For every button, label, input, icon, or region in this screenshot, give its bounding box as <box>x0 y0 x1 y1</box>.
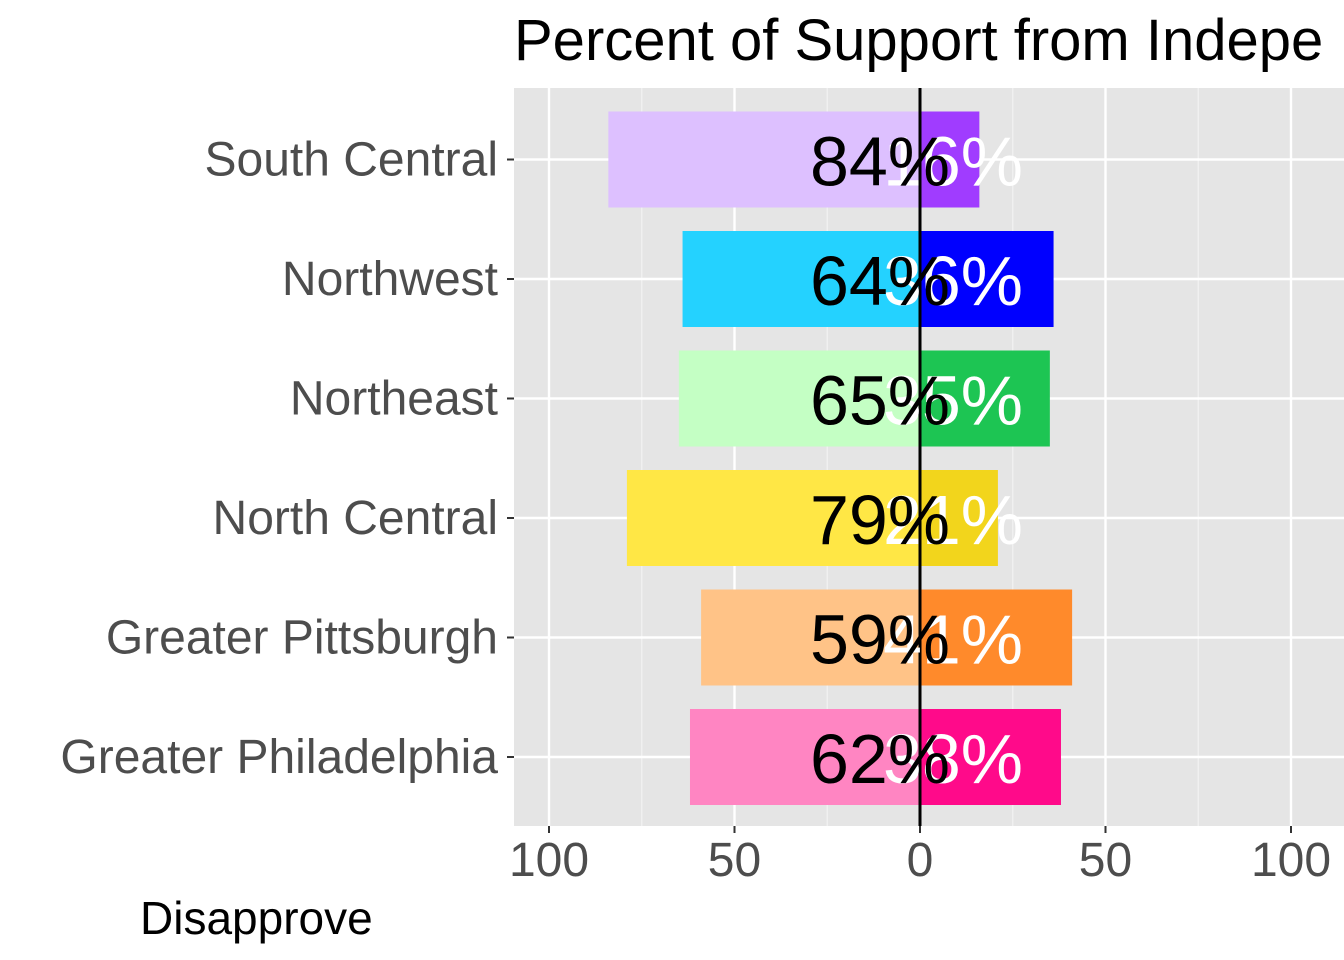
data-label-disapprove: 79% <box>810 481 950 559</box>
data-label-approve: 21% <box>883 481 1023 559</box>
panel-background <box>514 88 1344 826</box>
bar-disapprove <box>701 589 920 686</box>
data-label-disapprove: 59% <box>810 601 950 679</box>
y-tick-label: North Central <box>213 492 498 545</box>
data-label-approve: 41% <box>883 601 1023 679</box>
bar-approve <box>920 470 998 566</box>
bar-approve <box>920 231 1054 327</box>
bar-approve <box>920 350 1050 447</box>
bar-disapprove <box>678 350 920 447</box>
x-tick-label: 100 <box>509 834 589 887</box>
x-tick-label: 0 <box>907 834 934 887</box>
x-tick-label: 50 <box>708 834 761 887</box>
data-labels-left: 62% 59% 79% 65% 64% 84% <box>810 123 950 799</box>
y-tick-label: Greater Pittsburgh <box>106 612 498 665</box>
x-axis: 100 50 0 50 100 <box>509 826 1331 887</box>
bar-approve <box>920 709 1061 805</box>
chart-title: Percent of Support from Indepe <box>514 8 1323 73</box>
bar-disapprove <box>626 470 920 566</box>
bar-disapprove <box>689 709 920 805</box>
bars-right-series <box>920 111 1073 805</box>
data-label-approve: 35% <box>883 362 1023 440</box>
data-label-disapprove: 62% <box>810 720 950 798</box>
grid-minor <box>641 88 1199 826</box>
data-label-approve: 36% <box>883 242 1023 320</box>
y-tick-label: Greater Philadelphia <box>60 731 498 784</box>
footer-label: Disapprove <box>140 892 373 944</box>
y-tick-label: South Central <box>204 134 498 187</box>
x-tick-label: 50 <box>1079 834 1132 887</box>
bar-approve <box>920 111 980 208</box>
data-label-disapprove: 84% <box>810 123 950 201</box>
bar-disapprove <box>608 111 920 208</box>
data-label-approve: 38% <box>883 720 1023 798</box>
data-labels-right: 38% 41% 21% 35% 36% 16% <box>883 123 1023 799</box>
y-tick-label: Northwest <box>282 253 498 306</box>
data-label-approve: 16% <box>883 123 1023 201</box>
bars-left-series <box>608 111 920 805</box>
y-axis: Greater Philadelphia Greater Pittsburgh No… <box>60 134 514 784</box>
y-tick-label: Northeast <box>290 373 498 426</box>
bar-disapprove <box>682 231 920 327</box>
data-label-disapprove: 64% <box>810 242 950 320</box>
bar-approve <box>920 589 1073 686</box>
data-label-disapprove: 65% <box>810 362 950 440</box>
x-tick-label: 100 <box>1251 834 1331 887</box>
